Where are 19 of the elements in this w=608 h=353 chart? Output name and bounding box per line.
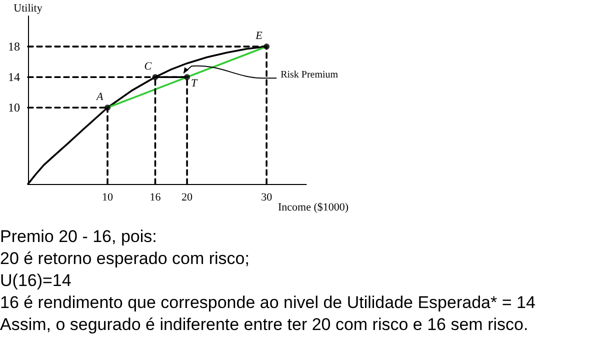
x-axis-title: Income ($1000) bbox=[278, 202, 349, 214]
text: Premio 20 - 16, pois: bbox=[0, 226, 158, 248]
y-tick-label: 14 bbox=[8, 70, 20, 84]
annotation: Risk Premium bbox=[280, 70, 338, 81]
annotation: C bbox=[144, 60, 152, 73]
text: 16 é rendimento que corresponde ao nivel de Utilidade Esperada* = 14 bbox=[0, 292, 536, 314]
x-tick-label: 16 bbox=[150, 192, 162, 204]
text: 20 é retorno esperado com risco; bbox=[0, 248, 250, 270]
x-tick-label: 20 bbox=[182, 192, 194, 204]
y-axis-title: Utility bbox=[14, 2, 43, 14]
annotation: T bbox=[191, 78, 198, 90]
x-tick-label: 10 bbox=[102, 192, 114, 204]
text: Assim, o segurado é indiferente entre ter 20 com risco e 16 sem risco. bbox=[0, 314, 530, 336]
annotation: E bbox=[254, 30, 263, 42]
text: U(16)=14 bbox=[0, 270, 72, 292]
y-tick-label: 18 bbox=[8, 40, 20, 54]
annotation: A bbox=[96, 91, 104, 104]
y-tick-label: 10 bbox=[8, 100, 20, 115]
x-tick-label: 30 bbox=[261, 192, 273, 204]
